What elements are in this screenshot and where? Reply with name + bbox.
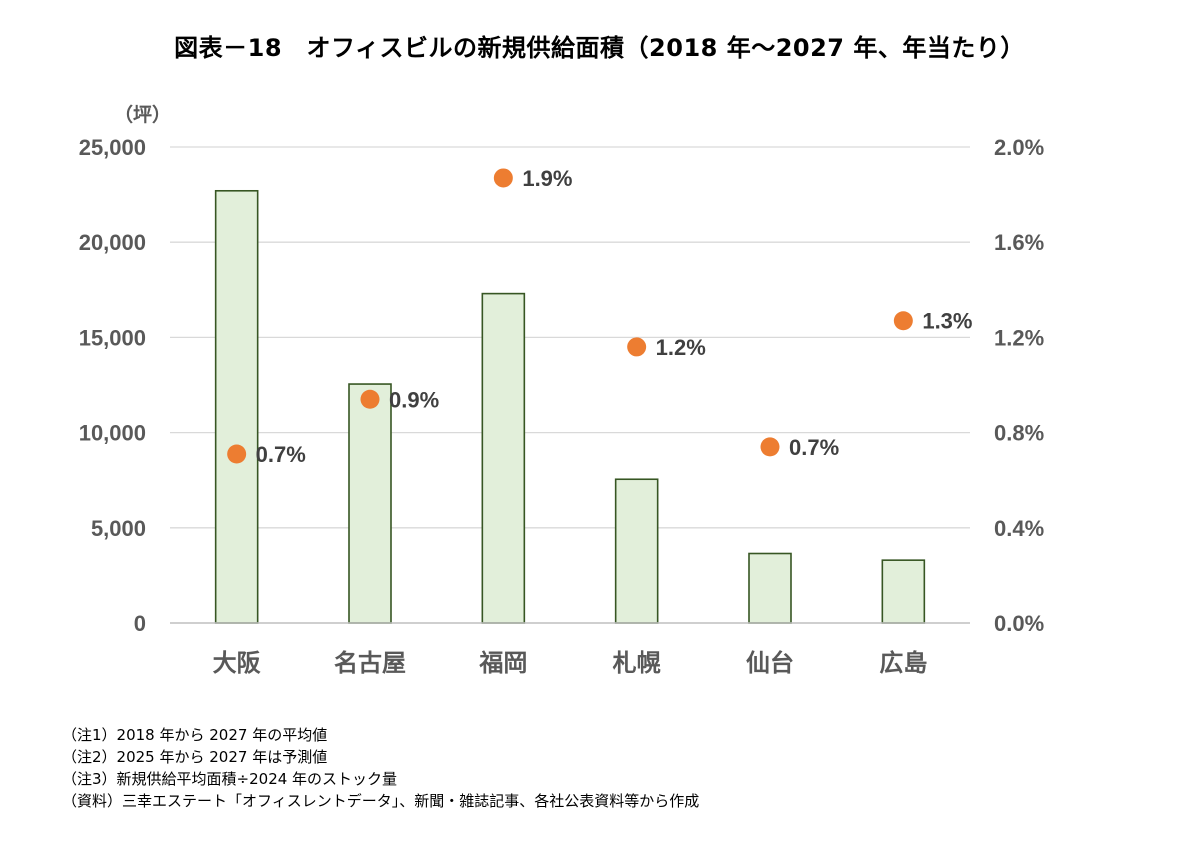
data-label: 0.7%: [256, 442, 306, 467]
bar: [881, 559, 926, 624]
y-tick-label: 5,000: [91, 516, 146, 541]
data-label: 0.9%: [389, 387, 439, 412]
y-tick-label: 0: [134, 611, 146, 636]
bar: [748, 552, 792, 624]
points: 0.7% 0.9% 1.9% 1.2% 0.7% 1.3%: [227, 166, 972, 467]
bar: [348, 383, 392, 624]
gridlines: [170, 146, 970, 529]
y-tick-label: 10,000: [79, 421, 146, 446]
data-label: 1.3%: [922, 309, 972, 334]
notes: （注1）2018 年から 2027 年の平均値 （注2）2025 年から 202…: [62, 724, 699, 812]
x-category-label: 広島: [879, 649, 927, 677]
y-tick-label: 20,000: [79, 230, 146, 255]
chart-title: 図表－18 オフィスビルの新規供給面積（2018 年～2027 年、年当たり）: [174, 34, 1025, 62]
y2-tick-label: 0.4%: [994, 516, 1044, 541]
y-tick-label: 15,000: [79, 325, 146, 350]
data-label: 0.7%: [789, 435, 839, 460]
note-3: （注3）新規供給平均面積÷2024 年のストック量: [62, 770, 398, 788]
note-source: （資料）三幸エステート「オフィスレントデータ」、新聞・雑誌記事、各社公表資料等か…: [62, 792, 700, 810]
axes: 0 5,000 10,000 15,000 20,000 25,000 0.0% 0.4% 0.…: [79, 135, 1044, 677]
x-category-label: 福岡: [478, 649, 527, 677]
bar: [481, 292, 526, 624]
bar: [614, 478, 659, 624]
y2-tick-label: 0.0%: [994, 611, 1044, 636]
x-category-label: 札幌: [612, 649, 661, 677]
note-2: （注2）2025 年から 2027 年は予測値: [62, 748, 328, 766]
y-axis-unit-label: （坪）: [114, 103, 171, 126]
x-category-label: 仙台: [746, 649, 794, 677]
y2-tick-label: 1.2%: [994, 325, 1044, 350]
x-category-label: 大阪: [213, 649, 261, 677]
y2-tick-label: 2.0%: [994, 135, 1044, 160]
data-point: [893, 311, 913, 331]
data-label: 1.9%: [522, 166, 572, 191]
data-point: [227, 444, 247, 464]
x-category-label: 名古屋: [334, 649, 406, 677]
data-point: [627, 337, 647, 357]
y2-tick-label: 1.6%: [994, 230, 1044, 255]
data-point: [360, 389, 380, 409]
bar: [214, 189, 259, 624]
y2-tick-label: 0.8%: [994, 421, 1044, 446]
data-point: [493, 168, 513, 188]
note-1: （注1）2018 年から 2027 年の平均値: [62, 726, 328, 744]
data-point: [760, 437, 780, 457]
y-tick-label: 25,000: [79, 135, 146, 160]
bars: [214, 189, 926, 624]
data-label: 1.2%: [656, 335, 706, 360]
